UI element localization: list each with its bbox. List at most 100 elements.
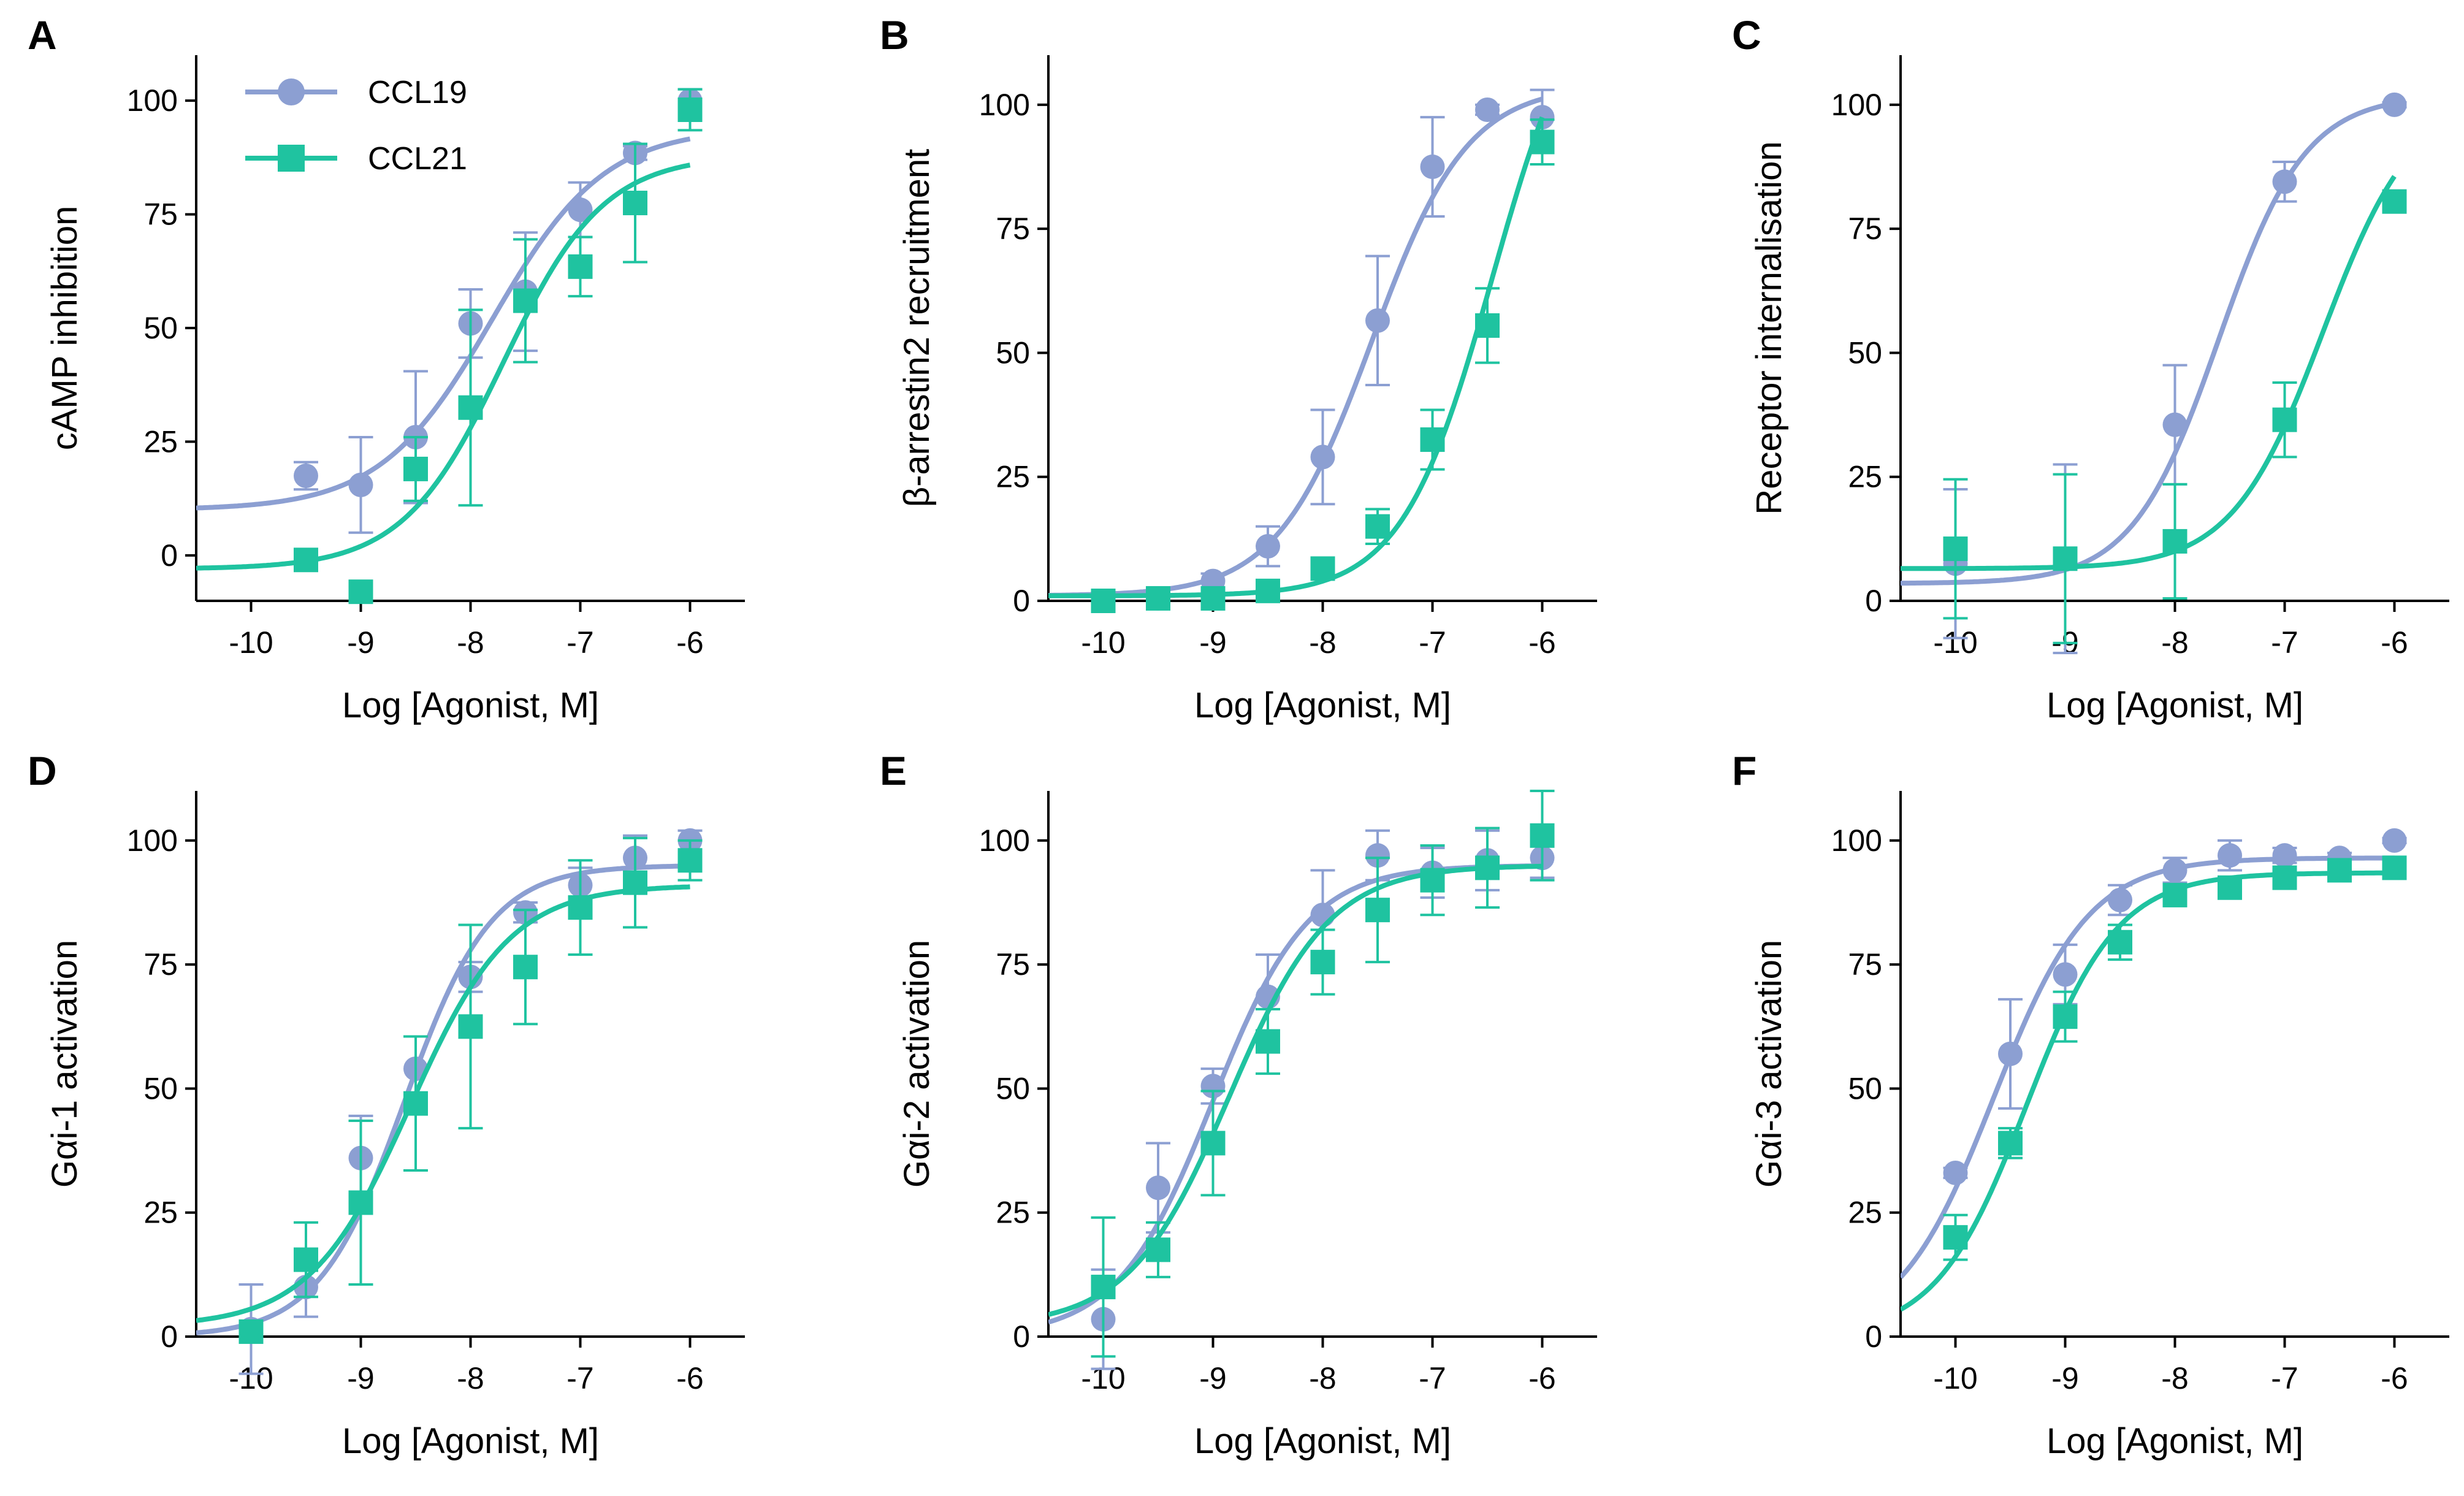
data-point	[1943, 1225, 1968, 1250]
data-point	[1310, 950, 1335, 975]
data-point	[623, 870, 647, 895]
panel-b: 0 25 50 75 100 -10 -9 -8 -7 -6 Log [Agonist, M] β-a…	[880, 12, 1597, 725]
data-point	[2382, 92, 2407, 117]
legend-marker	[278, 78, 305, 105]
data-point	[2218, 843, 2242, 868]
y-axis-title: Gαi-1 activation	[45, 940, 85, 1188]
data-point	[2327, 858, 2352, 883]
panel-f: 0 25 50 75 100 -10 -9 -8 -7 -6 Log [Agonist, M] Gαi…	[1732, 748, 2449, 1461]
series-ccl21	[196, 88, 703, 605]
data-point	[2162, 529, 2187, 554]
data-point	[1530, 105, 1555, 130]
x-tick-label: -10	[229, 625, 273, 660]
data-point	[1256, 534, 1280, 559]
y-tick-label: 100	[127, 83, 178, 118]
x-tick-label: -7	[2271, 1361, 2298, 1395]
y-tick-label: 0	[1013, 584, 1030, 618]
data-point	[1365, 514, 1390, 539]
data-point	[1200, 586, 1226, 611]
data-point	[348, 472, 373, 497]
series-ccl19	[1048, 829, 1555, 1370]
data-point	[1256, 1029, 1280, 1054]
data-point	[513, 955, 538, 980]
x-tick-label: -8	[457, 1361, 484, 1395]
x-axis-title: Log [Agonist, M]	[2046, 685, 2303, 725]
x-tick-label: -6	[676, 625, 703, 660]
data-point	[458, 395, 483, 420]
data-point	[1943, 536, 1968, 562]
x-axis-title: Log [Agonist, M]	[2046, 1421, 2303, 1461]
data-point	[2272, 407, 2297, 432]
x-tick-label: -6	[2381, 1361, 2408, 1395]
data-point	[2108, 929, 2132, 955]
x-tick-label: -7	[1419, 625, 1446, 660]
panel-letter: D	[28, 748, 57, 793]
series-ccl19	[1901, 828, 2407, 1280]
data-point	[1091, 589, 1116, 613]
x-tick-label: -8	[2161, 625, 2188, 660]
series-ccl21	[1901, 855, 2407, 1312]
y-tick-label: 50	[996, 335, 1030, 370]
data-point	[677, 848, 703, 873]
y-tick-label: 0	[161, 538, 178, 573]
data-point	[403, 1091, 428, 1116]
legend: CCL19 CCL21	[245, 75, 467, 177]
data-point	[1365, 843, 1390, 868]
fit-curve	[1048, 116, 1545, 598]
y-tick-label: 0	[1865, 584, 1882, 618]
y-tick-label: 50	[996, 1071, 1030, 1105]
panel-letter: E	[880, 748, 907, 793]
x-tick-label: -9	[347, 625, 374, 660]
fit-curve	[1901, 101, 2395, 586]
x-tick-label: -6	[1528, 625, 1555, 660]
y-tick-label: 0	[1865, 1319, 1882, 1354]
data-point	[1146, 586, 1170, 611]
data-point	[1310, 445, 1335, 470]
data-point	[568, 895, 593, 920]
data-point	[513, 288, 538, 313]
x-tick-label: -10	[1081, 625, 1125, 660]
fit-curve	[1901, 870, 2395, 1312]
x-tick-label: -8	[2161, 1361, 2188, 1395]
data-point	[1420, 155, 1445, 180]
fit-curve	[196, 863, 690, 1335]
data-point	[1365, 898, 1390, 923]
series-ccl21	[1901, 175, 2407, 644]
data-point	[348, 579, 373, 605]
data-point	[348, 1190, 373, 1215]
data-point	[2108, 888, 2132, 912]
legend-marker	[278, 145, 305, 172]
y-tick-label: 75	[1848, 947, 1882, 982]
y-tick-label: 25	[143, 424, 178, 459]
data-point	[238, 1319, 264, 1344]
data-point	[1475, 97, 1500, 122]
panel-letter: B	[880, 12, 909, 58]
x-axis-title: Log [Agonist, M]	[342, 685, 599, 725]
y-tick-label: 75	[1848, 212, 1882, 246]
panel-letter: C	[1732, 12, 1761, 58]
legend-label: CCL19	[368, 75, 467, 110]
y-axis-title: Receptor internalisation	[1749, 141, 1789, 514]
fit-curve	[1048, 863, 1543, 1325]
y-tick-label: 0	[161, 1319, 178, 1354]
y-tick-label: 75	[996, 947, 1030, 982]
data-point	[2053, 546, 2078, 571]
x-tick-label: -7	[1419, 1361, 1446, 1395]
x-tick-label: -6	[2381, 625, 2408, 660]
data-point	[2162, 858, 2187, 883]
data-point	[294, 548, 318, 573]
y-tick-label: 100	[979, 88, 1030, 122]
data-point	[1530, 129, 1555, 155]
data-point	[1420, 868, 1445, 893]
data-point	[2053, 1004, 2078, 1029]
data-point	[677, 97, 703, 122]
fit-curve	[196, 884, 690, 1323]
x-tick-label: -9	[1199, 625, 1226, 660]
x-tick-label: -9	[1199, 1361, 1226, 1395]
series-ccl21	[1048, 116, 1555, 613]
panel-a: 0 25 50 75 100 -10 -9 -8 -7 -6 Log [Agonist, M] cAM…	[28, 12, 745, 725]
y-tick-label: 75	[996, 212, 1030, 246]
series-ccl21	[1048, 790, 1555, 1358]
x-tick-label: -10	[1933, 1361, 1977, 1395]
